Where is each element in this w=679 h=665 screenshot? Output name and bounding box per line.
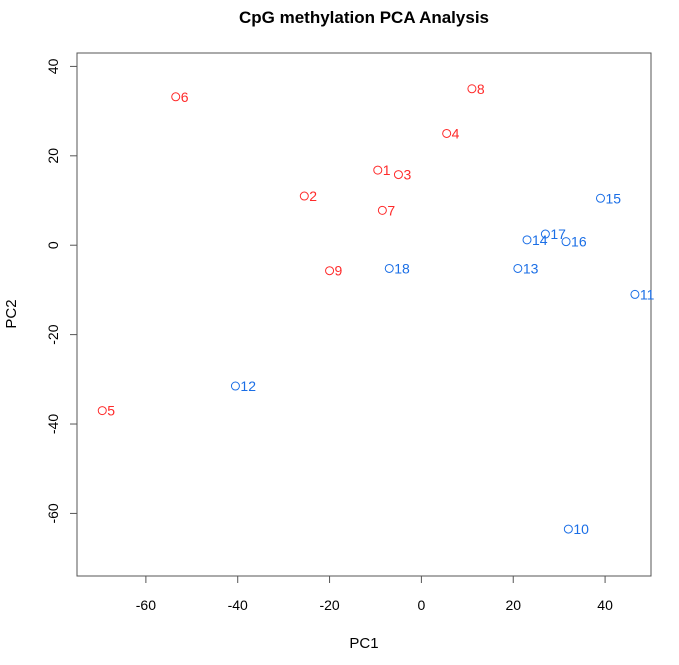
x-tick-label: -40: [228, 597, 248, 613]
x-tick-label: 0: [418, 597, 426, 613]
point-label: 11: [640, 286, 655, 302]
y-axis: -60 -40 -20 0 20 40: [45, 58, 78, 524]
data-point: [561, 237, 571, 247]
data-point: [230, 381, 240, 391]
data-point: [595, 193, 605, 203]
point-label: 7: [387, 202, 395, 218]
point-label: 17: [550, 226, 566, 242]
point-label: 16: [571, 234, 587, 250]
y-tick-label: 20: [45, 148, 61, 164]
point-label: 6: [181, 89, 189, 105]
point-label: 4: [452, 125, 460, 141]
x-tick-label: 40: [597, 597, 613, 613]
x-tick-label: -60: [136, 597, 156, 613]
data-point: [97, 406, 107, 416]
x-axis: -60 -40 -20 0 20 40: [136, 575, 613, 613]
data-point: [513, 263, 523, 273]
data-point: [563, 524, 573, 534]
point-label: 3: [403, 167, 411, 183]
data-point: [393, 170, 403, 180]
point-label: 2: [309, 188, 317, 204]
point-label: 13: [523, 260, 539, 276]
data-point: [630, 289, 640, 299]
y-tick-label: 0: [45, 241, 61, 249]
point-label: 1: [383, 162, 391, 178]
point-label: 8: [477, 81, 485, 97]
data-point: [540, 229, 550, 239]
data-point: [373, 165, 383, 175]
data-point: [384, 263, 394, 273]
point-label: 15: [605, 190, 621, 206]
data-point: [299, 191, 309, 201]
point-label: 12: [240, 378, 256, 394]
data-point: [325, 266, 335, 276]
x-tick-label: -20: [319, 597, 339, 613]
y-tick-label: -20: [45, 324, 61, 344]
x-axis-title: PC1: [349, 635, 378, 652]
chart-title: CpG methylation PCA Analysis: [239, 8, 489, 27]
point-label: 5: [107, 403, 115, 419]
point-label: 18: [394, 260, 410, 276]
data-point: [377, 205, 387, 215]
y-axis-title: PC2: [3, 299, 20, 328]
x-tick-label: 20: [505, 597, 521, 613]
y-tick-label: -40: [45, 414, 61, 434]
plot-frame: [76, 52, 652, 577]
y-tick-label: -60: [45, 503, 61, 523]
data-point: [442, 128, 452, 138]
data-point: [522, 235, 532, 245]
point-label: 9: [335, 263, 343, 279]
y-tick-label: 40: [45, 58, 61, 74]
point-label: 14: [532, 232, 548, 248]
data-point: [467, 84, 477, 94]
point-label: 10: [573, 521, 589, 537]
data-point: [171, 92, 181, 102]
